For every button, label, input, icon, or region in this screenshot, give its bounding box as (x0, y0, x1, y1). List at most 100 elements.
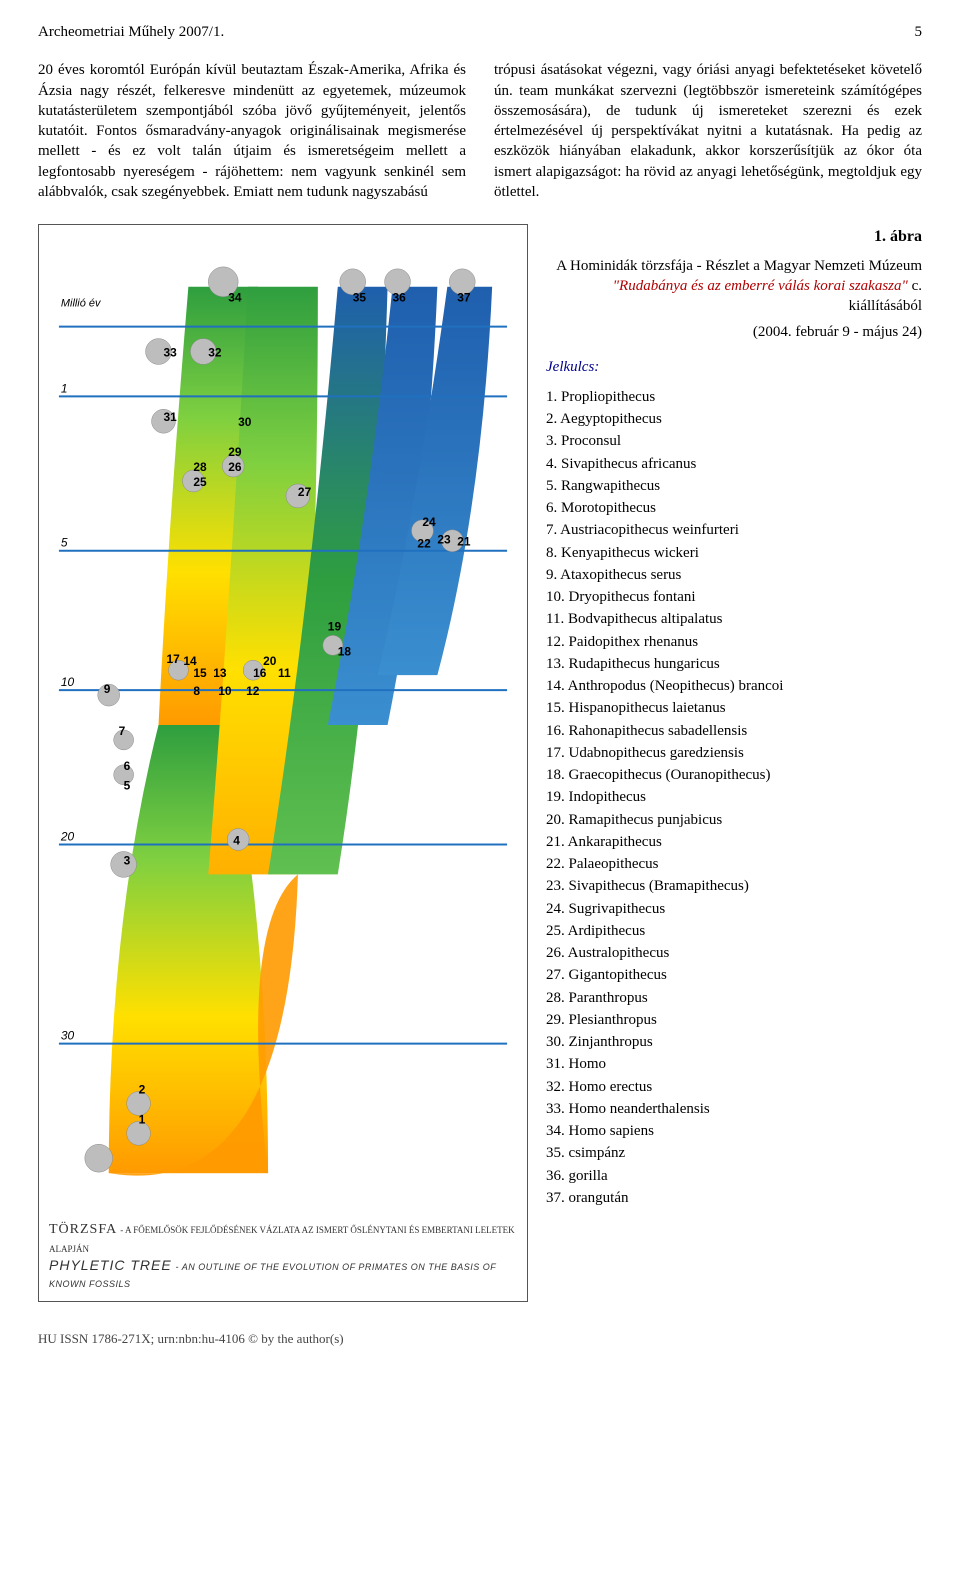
svg-text:23: 23 (437, 533, 451, 547)
caption-en-bold: PHYLETIC TREE (49, 1257, 172, 1273)
chart-caption: TÖRZSFA - A FŐEMLŐSÖK FEJLŐDÉSÉNEK VÁZLA… (39, 1215, 527, 1301)
svg-text:10: 10 (218, 684, 232, 698)
svg-text:12: 12 (246, 684, 260, 698)
svg-text:19: 19 (328, 619, 342, 633)
svg-text:5: 5 (124, 779, 131, 793)
svg-text:36: 36 (393, 291, 407, 305)
species-item: 11. Bodvapithecus altipalatus (546, 609, 922, 629)
fig-desc-italic: "Rudabánya és az emberré válás korai sza… (613, 278, 908, 294)
svg-text:31: 31 (163, 410, 177, 424)
species-item: 19. Indopithecus (546, 787, 922, 807)
svg-text:37: 37 (457, 291, 471, 305)
svg-text:35: 35 (353, 291, 367, 305)
svg-text:25: 25 (193, 475, 207, 489)
svg-text:22: 22 (417, 537, 431, 551)
species-item: 3. Proconsul (546, 431, 922, 451)
species-item: 34. Homo sapiens (546, 1121, 922, 1141)
species-item: 22. Palaeopithecus (546, 854, 922, 874)
body-col1: 20 éves koromtól Európán kívül beutaztam… (38, 60, 466, 202)
species-item: 6. Morotopithecus (546, 498, 922, 518)
species-item: 30. Zinjanthropus (546, 1032, 922, 1052)
species-item: 14. Anthropodus (Neopithecus) brancoi (546, 676, 922, 696)
species-item: 26. Australopithecus (546, 943, 922, 963)
svg-text:26: 26 (228, 460, 242, 474)
species-item: 33. Homo neanderthalensis (546, 1099, 922, 1119)
svg-text:11: 11 (278, 666, 291, 680)
svg-text:30: 30 (238, 415, 252, 429)
species-item: 1. Propliopithecus (546, 387, 922, 407)
phyletic-tree-chart: Millió év 1 5 10 20 30 (39, 225, 527, 1215)
svg-text:27: 27 (298, 485, 312, 499)
svg-text:18: 18 (338, 644, 352, 658)
species-item: 17. Udabnopithecus garedziensis (546, 743, 922, 763)
species-item: 36. gorilla (546, 1166, 922, 1186)
svg-text:30: 30 (61, 1029, 75, 1043)
species-item: 28. Paranthropus (546, 988, 922, 1008)
species-item: 24. Sugrivapithecus (546, 899, 922, 919)
svg-text:28: 28 (193, 460, 207, 474)
svg-text:6: 6 (124, 759, 131, 773)
species-item: 37. orangután (546, 1188, 922, 1208)
running-head: Archeometriai Műhely 2007/1. 5 (38, 22, 922, 42)
figure-title: 1. ábra (546, 226, 922, 248)
svg-text:16: 16 (253, 666, 267, 680)
svg-text:9: 9 (104, 682, 111, 696)
journal-title: Archeometriai Műhely 2007/1. (38, 22, 224, 42)
svg-text:4: 4 (233, 833, 240, 847)
svg-text:32: 32 (208, 345, 222, 359)
y-tick-labels: 1 5 10 20 30 (60, 381, 75, 1042)
species-item: 23. Sivapithecus (Bramapithecus) (546, 876, 922, 896)
species-item: 9. Ataxopithecus serus (546, 565, 922, 585)
figure-row: Millió év 1 5 10 20 30 (38, 224, 922, 1302)
key-label: Jelkulcs: (546, 357, 922, 377)
species-item: 16. Rahonapithecus sabadellensis (546, 721, 922, 741)
species-item: 12. Paidopithex rhenanus (546, 632, 922, 652)
species-list: 1. Propliopithecus2. Aegyptopithecus3. P… (546, 387, 922, 1208)
svg-text:20: 20 (60, 830, 75, 844)
svg-text:5: 5 (61, 536, 68, 550)
body-text: 20 éves koromtól Európán kívül beutaztam… (38, 60, 922, 202)
body-col2: trópusi ásatásokat végezni, vagy óriási … (494, 60, 922, 202)
caption-hu-rest: - A FŐEMLŐSÖK FEJLŐDÉSÉNEK VÁZLATA AZ IS… (49, 1225, 515, 1254)
species-item: 13. Rudapithecus hungaricus (546, 654, 922, 674)
species-item: 5. Rangwapithecus (546, 476, 922, 496)
svg-text:7: 7 (119, 724, 126, 738)
species-item: 25. Ardipithecus (546, 921, 922, 941)
svg-text:33: 33 (163, 345, 177, 359)
species-item: 7. Austriacopithecus weinfurteri (546, 520, 922, 540)
species-item: 29. Plesianthropus (546, 1010, 922, 1030)
species-item: 27. Gigantopithecus (546, 965, 922, 985)
fig-desc-1: A Hominidák törzsfája - Részlet a Magyar… (556, 258, 922, 274)
species-item: 15. Hispanopithecus laietanus (546, 698, 922, 718)
svg-text:20: 20 (263, 654, 277, 668)
svg-text:13: 13 (213, 666, 227, 680)
svg-text:15: 15 (193, 666, 207, 680)
figure-description: A Hominidák törzsfája - Részlet a Magyar… (546, 256, 922, 317)
figure-date: (2004. február 9 - május 24) (546, 322, 922, 342)
svg-text:1: 1 (139, 1112, 146, 1126)
caption-hu-bold: TÖRZSFA (49, 1222, 117, 1237)
species-item: 21. Ankarapithecus (546, 832, 922, 852)
svg-text:1: 1 (61, 381, 68, 395)
species-item: 31. Homo (546, 1054, 922, 1074)
svg-text:2: 2 (139, 1082, 146, 1096)
svg-text:24: 24 (422, 515, 436, 529)
svg-text:29: 29 (228, 445, 242, 459)
species-item: 35. csimpánz (546, 1143, 922, 1163)
page-number: 5 (915, 22, 923, 42)
species-item: 8. Kenyapithecus wickeri (546, 543, 922, 563)
figure-box: Millió év 1 5 10 20 30 (38, 224, 528, 1302)
svg-text:3: 3 (124, 853, 131, 867)
svg-text:8: 8 (193, 684, 200, 698)
species-item: 2. Aegyptopithecus (546, 409, 922, 429)
svg-text:17: 17 (166, 652, 180, 666)
species-item: 10. Dryopithecus fontani (546, 587, 922, 607)
species-item: 32. Homo erectus (546, 1077, 922, 1097)
y-axis-label: Millió év (61, 298, 101, 310)
legend-column: 1. ábra A Hominidák törzsfája - Részlet … (546, 224, 922, 1210)
page: Archeometriai Műhely 2007/1. 5 20 éves k… (0, 0, 960, 1376)
species-item: 20. Ramapithecus punjabicus (546, 810, 922, 830)
svg-text:34: 34 (228, 291, 242, 305)
species-item: 18. Graecopithecus (Ouranopithecus) (546, 765, 922, 785)
svg-text:10: 10 (61, 675, 75, 689)
